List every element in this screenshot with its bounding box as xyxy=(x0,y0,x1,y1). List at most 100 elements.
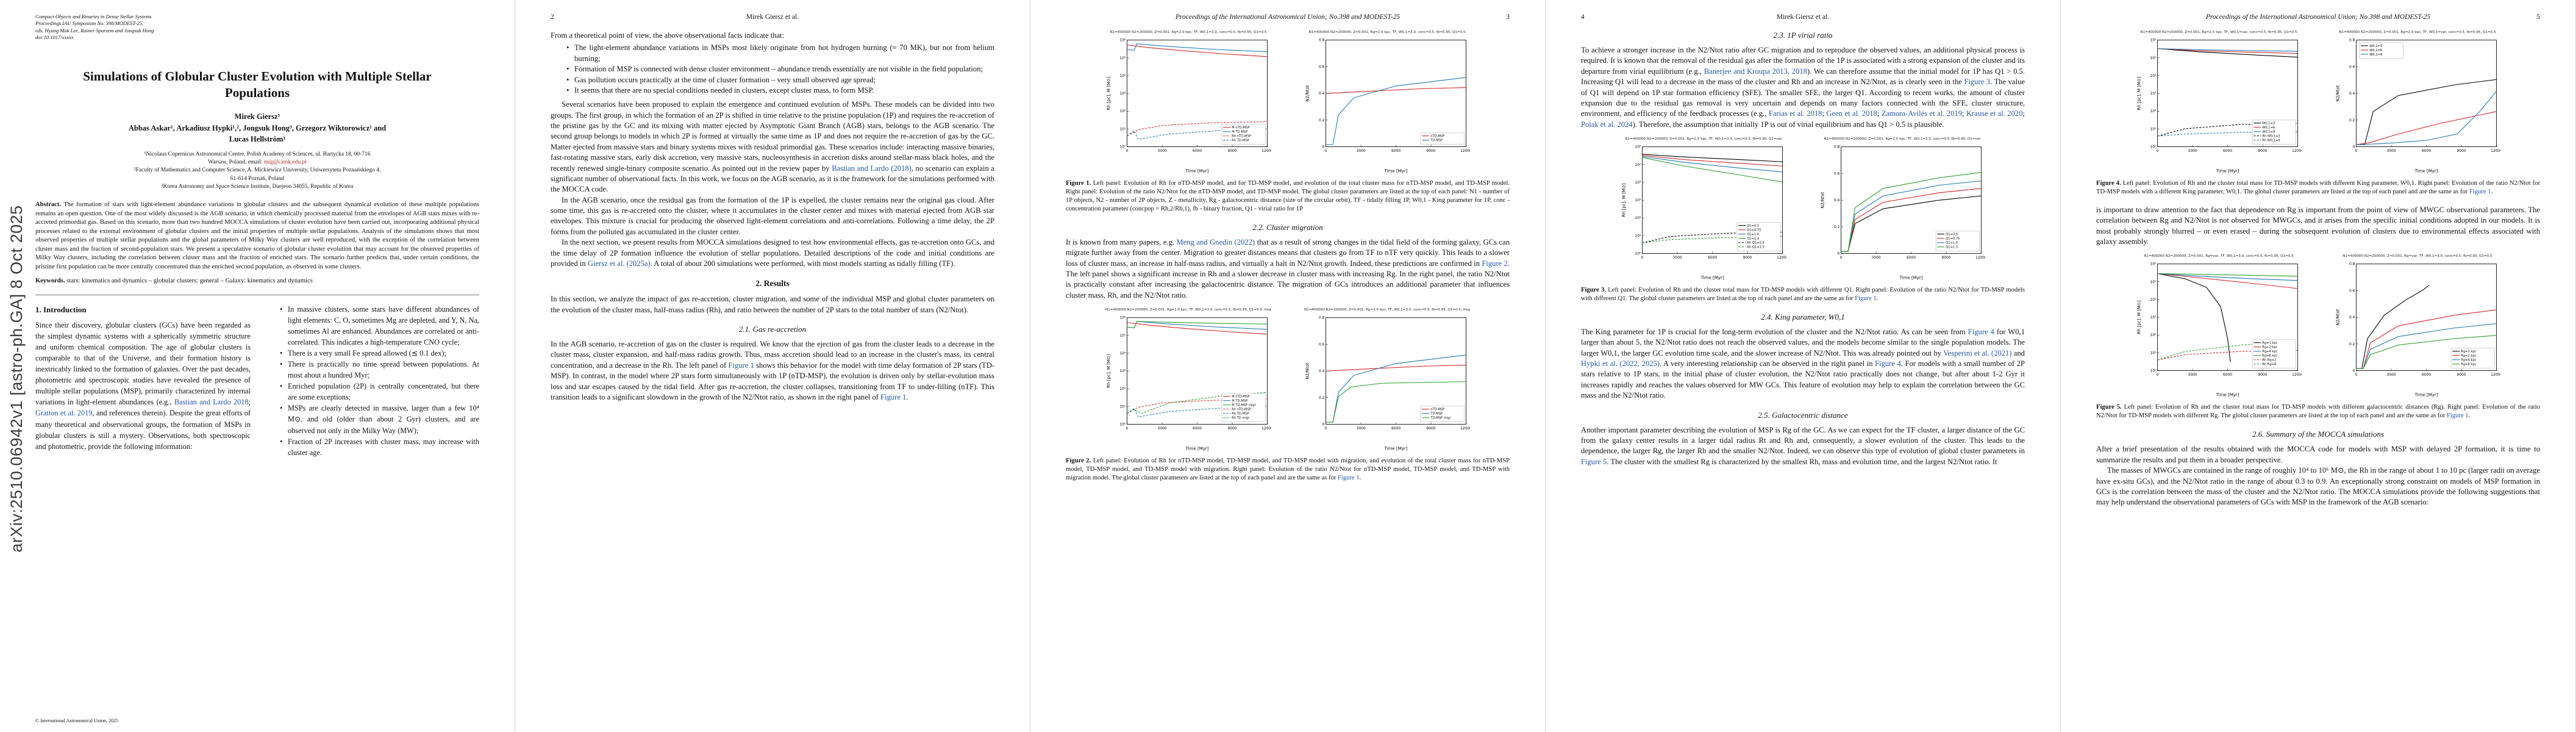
svg-text:Rg=2 kpc: Rg=2 kpc xyxy=(2262,346,2277,350)
svg-text:9000: 9000 xyxy=(2258,373,2267,378)
figure-3-caption: Figure 3. Left panel: Evolution of Rh an… xyxy=(1581,287,2025,302)
svg-text:Rh [pc], M [M⊙]: Rh [pc], M [M⊙] xyxy=(2136,76,2142,110)
svg-text:3000: 3000 xyxy=(2188,373,2197,378)
figure-1-left-panel: N1=400000 N2=200000, Z=0.001, Rg=2.0 kpc… xyxy=(1105,30,1271,174)
citation-link[interactable]: Farias et al. 2018 xyxy=(1768,109,1822,118)
observational-facts-list: In massive clusters, some stars have dif… xyxy=(280,304,479,458)
svg-text:6000: 6000 xyxy=(2223,373,2232,378)
svg-text:0: 0 xyxy=(1838,252,1840,256)
figure-2-left-panel: N1=400000 N2=200000, Z=0.001, Rg=2.0 kpc… xyxy=(1105,308,1271,452)
citation-link[interactable]: Vesperini et al. (2021) xyxy=(1943,348,2012,357)
svg-text:M TD-MSP: M TD-MSP xyxy=(1232,131,1247,134)
svg-text:Rg=4 kpc: Rg=4 kpc xyxy=(2461,359,2476,362)
svg-text:3000: 3000 xyxy=(1357,426,1366,431)
proceedings-header-line: Proceedings IAU Symposium No. 398/MODEST… xyxy=(35,20,144,27)
copyright-footer: © International Astronomical Union, 2025 xyxy=(35,718,119,723)
email-link[interactable]: mig@camk.edu.pl xyxy=(263,159,307,166)
figure-4-left-panel: N1=400000 N2=200000, Z=0.001, Rg=2.0 kpc… xyxy=(2136,30,2302,174)
running-header: Proceedings of the International Astrono… xyxy=(1066,13,1510,21)
king-parameter-paragraph: The King parameter for 1P is crucial for… xyxy=(1581,327,2025,400)
svg-text:0.6: 0.6 xyxy=(1319,65,1325,69)
bullet-item: Formation of MSP is connected with dense… xyxy=(566,64,994,75)
svg-text:0: 0 xyxy=(2157,373,2159,378)
svg-text:0: 0 xyxy=(2355,149,2358,153)
figure-2: N1=400000 N2=200000, Z=0.001, Rg=2.0 kpc… xyxy=(1066,308,1510,483)
svg-text:M TD-MSP: M TD-MSP xyxy=(1232,400,1247,403)
citation-link[interactable]: Krause et al. 2020 xyxy=(1966,109,2023,118)
citation-link[interactable]: Figure 1 xyxy=(728,361,754,370)
svg-text:Q1=1.3: Q1=1.3 xyxy=(1747,237,1759,241)
svg-text:0.4: 0.4 xyxy=(2349,316,2355,320)
citation-link[interactable]: Figure 1 xyxy=(880,392,907,401)
svg-text:9000: 9000 xyxy=(1743,256,1752,260)
figure-5: N1=400000 N2=200000, Z=0.001, Rg=var, TF… xyxy=(2096,254,2540,420)
svg-text:Rh TD-MSP: Rh TD-MSP xyxy=(1232,412,1249,416)
running-header: Proceedings of the International Astrono… xyxy=(2096,13,2540,21)
svg-text:Rg=2 kpc: Rg=2 kpc xyxy=(2461,354,2476,358)
citation-link[interactable]: Meng and Gnedin (2022) xyxy=(1176,237,1255,246)
svg-text:N2/Ntot: N2/Ntot xyxy=(2335,85,2341,101)
svg-text:0: 0 xyxy=(2353,369,2355,373)
subsection-heading-summary: 2.6. Summary of the MOCCA simulations xyxy=(2252,429,2385,439)
svg-text:0.4: 0.4 xyxy=(1834,198,1840,203)
page-number: 4 xyxy=(1581,13,1585,21)
figure-4: N1=400000 N2=200000, Z=0.001, Rg=2.0 kpc… xyxy=(2096,30,2540,196)
introduction-paragraph: Since their discovery, globular clusters… xyxy=(35,320,251,451)
svg-text:W0,1=3: W0,1=3 xyxy=(2369,45,2382,48)
plot-parameters: N1=400000 N2=200000, Z=0.001, Rg=2.0 kpc… xyxy=(1824,137,1981,141)
svg-text:W0,1=3: W0,1=3 xyxy=(2262,122,2275,126)
svg-text:Time [Myr]: Time [Myr] xyxy=(1700,275,1724,281)
svg-text:0: 0 xyxy=(1325,426,1327,431)
svg-text:M TD-MSP migr: M TD-MSP migr xyxy=(1232,404,1256,407)
svg-text:0.2: 0.2 xyxy=(2349,342,2355,346)
citation-link[interactable]: Geen et al. 2018 xyxy=(1826,109,1877,118)
citation-link[interactable]: Figure 1 xyxy=(2447,412,2469,420)
citation-link[interactable]: Figure 4 xyxy=(1875,359,1901,368)
citation-link[interactable]: Figure 3 xyxy=(1964,77,1991,87)
citation-link[interactable]: Giersz et al. (2025a) xyxy=(587,259,651,268)
running-title: Proceedings of the International Astrono… xyxy=(2205,13,2431,21)
citation-link[interactable]: Hypki et al. (2022, 2025) xyxy=(1581,359,1660,368)
svg-text:6000: 6000 xyxy=(1708,256,1717,260)
citation-link[interactable]: Bastian and Lardo 2018 xyxy=(174,398,249,407)
svg-text:Rh Q1=0.5: Rh Q1=0.5 xyxy=(1747,242,1764,245)
bullet-item: The light-element abundance variations i… xyxy=(566,43,994,64)
svg-text:Rh nTD-MSP: Rh nTD-MSP xyxy=(1232,408,1251,412)
svg-text:10¹: 10¹ xyxy=(1120,405,1127,409)
svg-text:Q1=0.5: Q1=0.5 xyxy=(1747,224,1759,228)
virial-ratio-paragraph: To achieve a stronger increase in the N2… xyxy=(1581,46,2025,129)
citation-link[interactable]: Figure 4 xyxy=(1968,327,1994,336)
svg-text:0: 0 xyxy=(1325,149,1327,153)
subsection-heading-king-parameter: 2.4. King parameter, W0,1 xyxy=(1761,312,1845,321)
svg-text:10³: 10³ xyxy=(2150,316,2157,320)
citation-link[interactable]: Bastian and Lardo (2018) xyxy=(832,163,912,173)
svg-text:Rg=1 kpc: Rg=1 kpc xyxy=(2262,342,2277,345)
page-4: 4 Mirek Giersz et al. 2.3. 1P virial rat… xyxy=(1546,0,2061,732)
svg-text:0: 0 xyxy=(1126,149,1129,153)
page-number: 3 xyxy=(1506,13,1510,21)
citation-link[interactable]: Banerjee and Kroupa 2013, 2018 xyxy=(1704,66,1807,76)
svg-text:10⁶: 10⁶ xyxy=(1120,316,1127,320)
svg-text:0.8: 0.8 xyxy=(2349,262,2355,267)
bullet-item: In massive clusters, some stars have dif… xyxy=(280,304,479,348)
next-section-paragraph: In the next section, we present results … xyxy=(551,238,994,268)
citation-link[interactable]: Figure 1 xyxy=(1338,475,1360,482)
citation-link[interactable]: Figure 1 xyxy=(2469,188,2491,195)
svg-text:W0,1=9: W0,1=9 xyxy=(2262,131,2275,134)
running-header: 4 Mirek Giersz et al. xyxy=(1581,13,2025,21)
citation-link[interactable]: Figure 5 xyxy=(1581,457,1607,466)
citation-link[interactable]: Polak et al. 2024 xyxy=(1581,120,1633,129)
citation-link[interactable]: Figure 2 xyxy=(1482,259,1508,268)
svg-text:10⁶: 10⁶ xyxy=(1120,38,1127,43)
citation-link[interactable]: Zamora-Avilés et al. 2019 xyxy=(1881,109,1962,118)
svg-text:9000: 9000 xyxy=(2258,149,2267,153)
figure-5-right-panel: N1=400000 N2=200000, Z=0.001, Rg=var, TF… xyxy=(2335,254,2500,398)
citation-link[interactable]: Figure 1 xyxy=(1855,295,1877,302)
citation-link[interactable]: Gratton et al. 2019 xyxy=(35,409,93,418)
